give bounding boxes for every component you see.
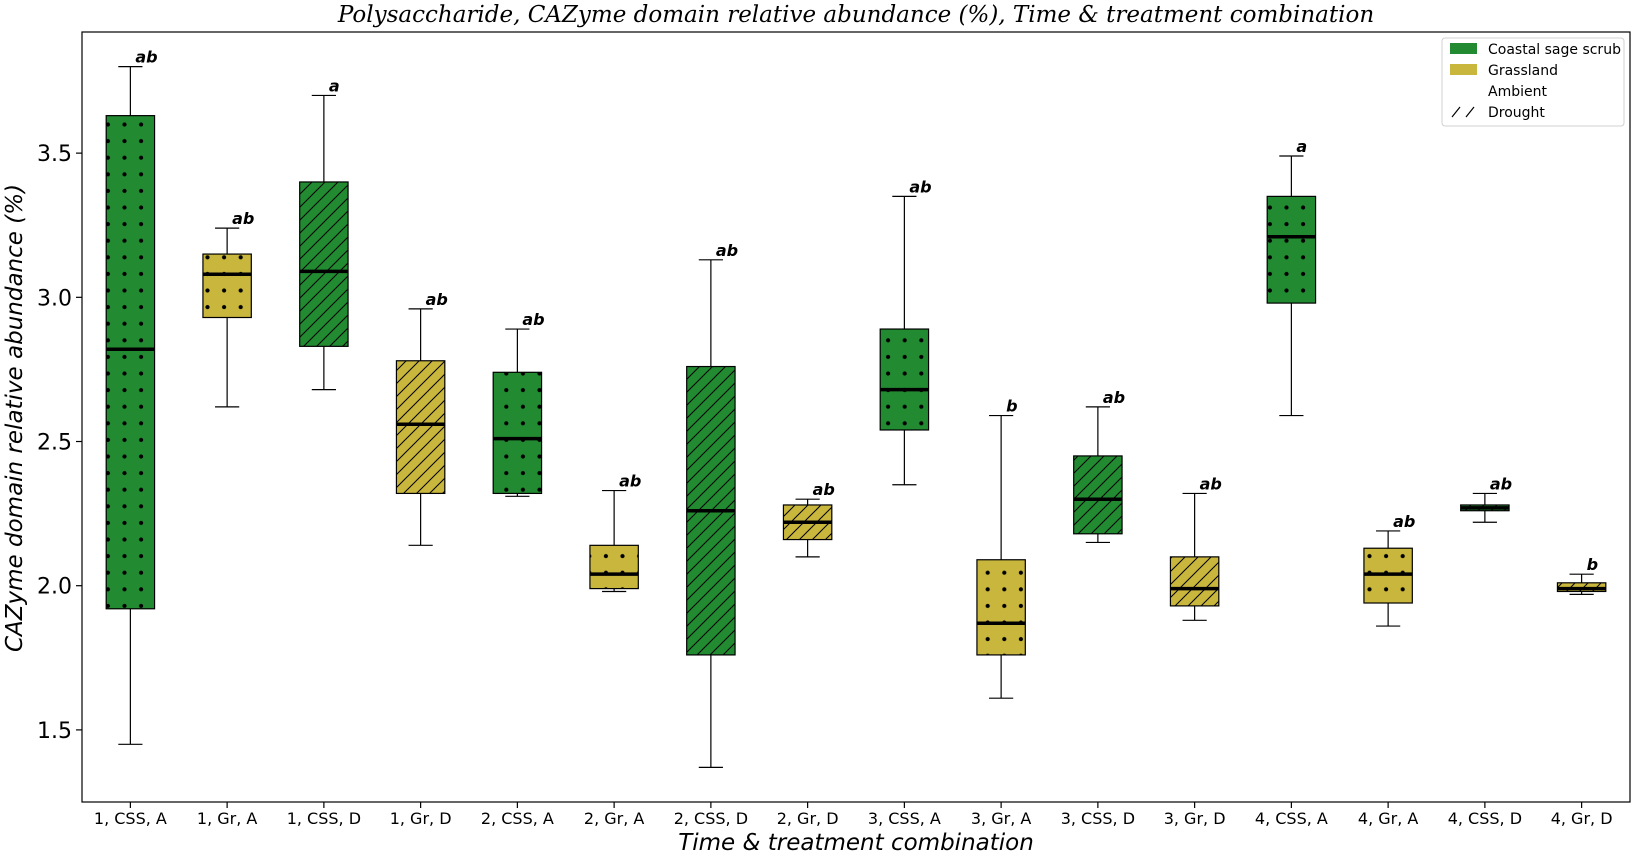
significance-letter: ab bbox=[522, 310, 544, 329]
box-outline bbox=[492, 371, 543, 495]
significance-letter: ab bbox=[232, 209, 254, 228]
plot-frame bbox=[81, 31, 1631, 803]
box-pattern bbox=[1073, 455, 1123, 534]
x-tick-label: 3, Gr, D bbox=[1164, 809, 1226, 828]
box-outline bbox=[589, 544, 639, 590]
box-7: ab bbox=[686, 241, 738, 768]
box-outline bbox=[1073, 455, 1123, 535]
significance-letter: ab bbox=[135, 48, 157, 67]
x-tick-label: 1, CSS, D bbox=[287, 809, 361, 828]
box-pattern bbox=[202, 254, 252, 318]
legend-label: Drought bbox=[1488, 105, 1545, 121]
box-15: ab bbox=[1460, 474, 1512, 523]
x-tick-label: 2, CSS, D bbox=[674, 809, 748, 828]
significance-letter: ab bbox=[1200, 474, 1222, 493]
box-pattern bbox=[589, 545, 639, 589]
box-outline bbox=[879, 328, 930, 431]
significance-letter: b bbox=[1006, 397, 1017, 416]
legend-label: Ambient bbox=[1488, 84, 1547, 100]
box-pattern bbox=[106, 115, 155, 609]
box-pattern bbox=[493, 372, 542, 494]
significance-letter: ab bbox=[813, 480, 835, 499]
y-tick-label: 3.0 bbox=[37, 286, 72, 311]
legend: Coastal sage scrub Grassland Ambient Drough… bbox=[1441, 37, 1625, 127]
box-outline bbox=[1266, 195, 1317, 304]
significance-letter: a bbox=[329, 76, 340, 95]
box-pattern bbox=[976, 559, 1026, 655]
x-tick-label: 1, Gr, D bbox=[390, 809, 452, 828]
box-16: b bbox=[1556, 555, 1607, 595]
x-tick-label: 4, CSS, D bbox=[1448, 809, 1522, 828]
y-axis-label: CAZyme domain relative abundance (%) bbox=[2, 184, 28, 652]
box-outline bbox=[105, 115, 156, 610]
chart-title: Polysaccharide, CAZyme domain relative a… bbox=[337, 2, 1374, 28]
axes: 1.5 2.0 2.5 3.0 3.5 1, CSS, A 1, Gr, A 1, CSS, … bbox=[37, 31, 1631, 828]
box-9: ab bbox=[879, 177, 932, 486]
significance-letter: a bbox=[1296, 137, 1307, 156]
box-pattern bbox=[1267, 196, 1316, 304]
box-11: ab bbox=[1073, 388, 1125, 544]
y-tick-label: 2.0 bbox=[37, 575, 72, 600]
x-tick-label: 4, Gr, D bbox=[1551, 809, 1613, 828]
box-13: a bbox=[1266, 137, 1317, 417]
box-6: ab bbox=[589, 472, 641, 593]
legend-hatch-swatch bbox=[1451, 106, 1475, 118]
y-tick-label: 2.5 bbox=[37, 431, 72, 456]
legend-label: Grassland bbox=[1488, 63, 1558, 79]
box-8: ab bbox=[782, 480, 835, 558]
box-1: ab bbox=[105, 48, 158, 745]
x-axis-label: Time & treatment combination bbox=[678, 830, 1034, 856]
x-tick-label: 3, CSS, D bbox=[1061, 809, 1135, 828]
x-tick-label: 2, CSS, A bbox=[481, 809, 554, 828]
box-2: ab bbox=[202, 209, 254, 408]
box-3: a bbox=[299, 76, 349, 391]
box-14: ab bbox=[1363, 512, 1415, 627]
legend-box bbox=[1441, 37, 1625, 127]
significance-letter: ab bbox=[909, 177, 931, 196]
box-outline bbox=[976, 559, 1026, 656]
box-outline bbox=[395, 360, 446, 495]
legend-swatch bbox=[1450, 64, 1477, 75]
x-tick-label: 4, CSS, A bbox=[1255, 809, 1328, 828]
x-tick-label: 2, Gr, A bbox=[584, 809, 645, 828]
legend-swatch bbox=[1450, 43, 1477, 54]
box-pattern bbox=[1170, 556, 1219, 606]
box-pattern bbox=[396, 360, 445, 494]
box-10: b bbox=[976, 397, 1026, 699]
box-outline bbox=[1169, 556, 1220, 607]
box-12: ab bbox=[1169, 474, 1222, 621]
significance-letter: b bbox=[1587, 555, 1598, 574]
x-tick-label: 1, Gr, A bbox=[197, 809, 258, 828]
significance-letter: ab bbox=[619, 472, 641, 491]
y-tick-label: 1.5 bbox=[37, 719, 72, 744]
x-tick-label: 4, Gr, A bbox=[1358, 809, 1419, 828]
significance-letter: ab bbox=[1393, 512, 1415, 531]
plot-area: ab ab a ab ab ab ab ab ab b ab ab a ab ab b bbox=[105, 48, 1607, 768]
box-pattern bbox=[880, 329, 929, 430]
x-tick-label: 2, Gr, D bbox=[777, 809, 839, 828]
box-5: ab bbox=[492, 310, 545, 497]
x-tick-label: 1, CSS, A bbox=[94, 809, 167, 828]
box-outline bbox=[299, 181, 349, 347]
box-4: ab bbox=[395, 290, 448, 546]
x-tick-label: 3, Gr, A bbox=[971, 809, 1032, 828]
x-tick-label: 3, CSS, A bbox=[868, 809, 941, 828]
box-pattern bbox=[299, 181, 349, 347]
significance-letter: ab bbox=[1490, 474, 1512, 493]
legend-label: Coastal sage scrub bbox=[1488, 42, 1621, 58]
significance-letter: ab bbox=[1103, 388, 1125, 407]
box-outline bbox=[202, 253, 252, 319]
y-tick-label: 3.5 bbox=[37, 142, 72, 167]
significance-letter: ab bbox=[426, 290, 448, 309]
significance-letter: ab bbox=[716, 241, 738, 260]
